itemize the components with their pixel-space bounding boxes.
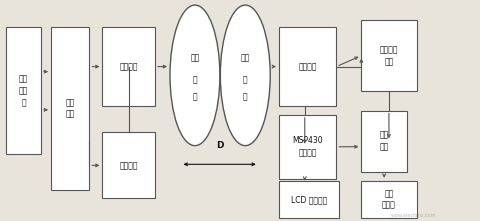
FancyBboxPatch shape [6, 27, 41, 154]
Text: 圈: 圈 [242, 93, 247, 102]
Text: 电源
管理: 电源 管理 [65, 98, 75, 119]
Text: 充电方式
选择: 充电方式 选择 [379, 45, 397, 66]
FancyBboxPatch shape [51, 27, 89, 190]
FancyBboxPatch shape [102, 132, 155, 198]
FancyBboxPatch shape [102, 27, 155, 106]
Text: D: D [216, 141, 223, 150]
Text: 交直
流供
电: 交直 流供 电 [19, 74, 28, 107]
FancyBboxPatch shape [360, 110, 406, 172]
FancyBboxPatch shape [278, 115, 336, 179]
Ellipse shape [169, 5, 219, 146]
Text: 线: 线 [192, 75, 197, 84]
FancyBboxPatch shape [360, 181, 416, 218]
Ellipse shape [220, 5, 270, 146]
FancyBboxPatch shape [278, 27, 336, 106]
Text: 恒流
充电: 恒流 充电 [379, 131, 388, 152]
Text: 电流
电流表: 电流 电流表 [381, 189, 395, 210]
Text: 耦合: 耦合 [190, 53, 199, 62]
Text: 频率振荡: 频率振荡 [119, 161, 138, 170]
Text: LCD 充电显示: LCD 充电显示 [290, 195, 326, 204]
Text: 功率放大: 功率放大 [119, 62, 138, 71]
Text: MSP430
控制系统: MSP430 控制系统 [292, 136, 322, 157]
Text: 整流稳压: 整流稳压 [298, 62, 316, 71]
Text: www.elecfans.com: www.elecfans.com [390, 213, 435, 218]
FancyBboxPatch shape [278, 181, 338, 218]
Text: 圈: 圈 [192, 93, 197, 102]
Text: 线: 线 [242, 75, 247, 84]
Text: 耦合: 耦合 [240, 53, 250, 62]
FancyBboxPatch shape [360, 21, 416, 91]
